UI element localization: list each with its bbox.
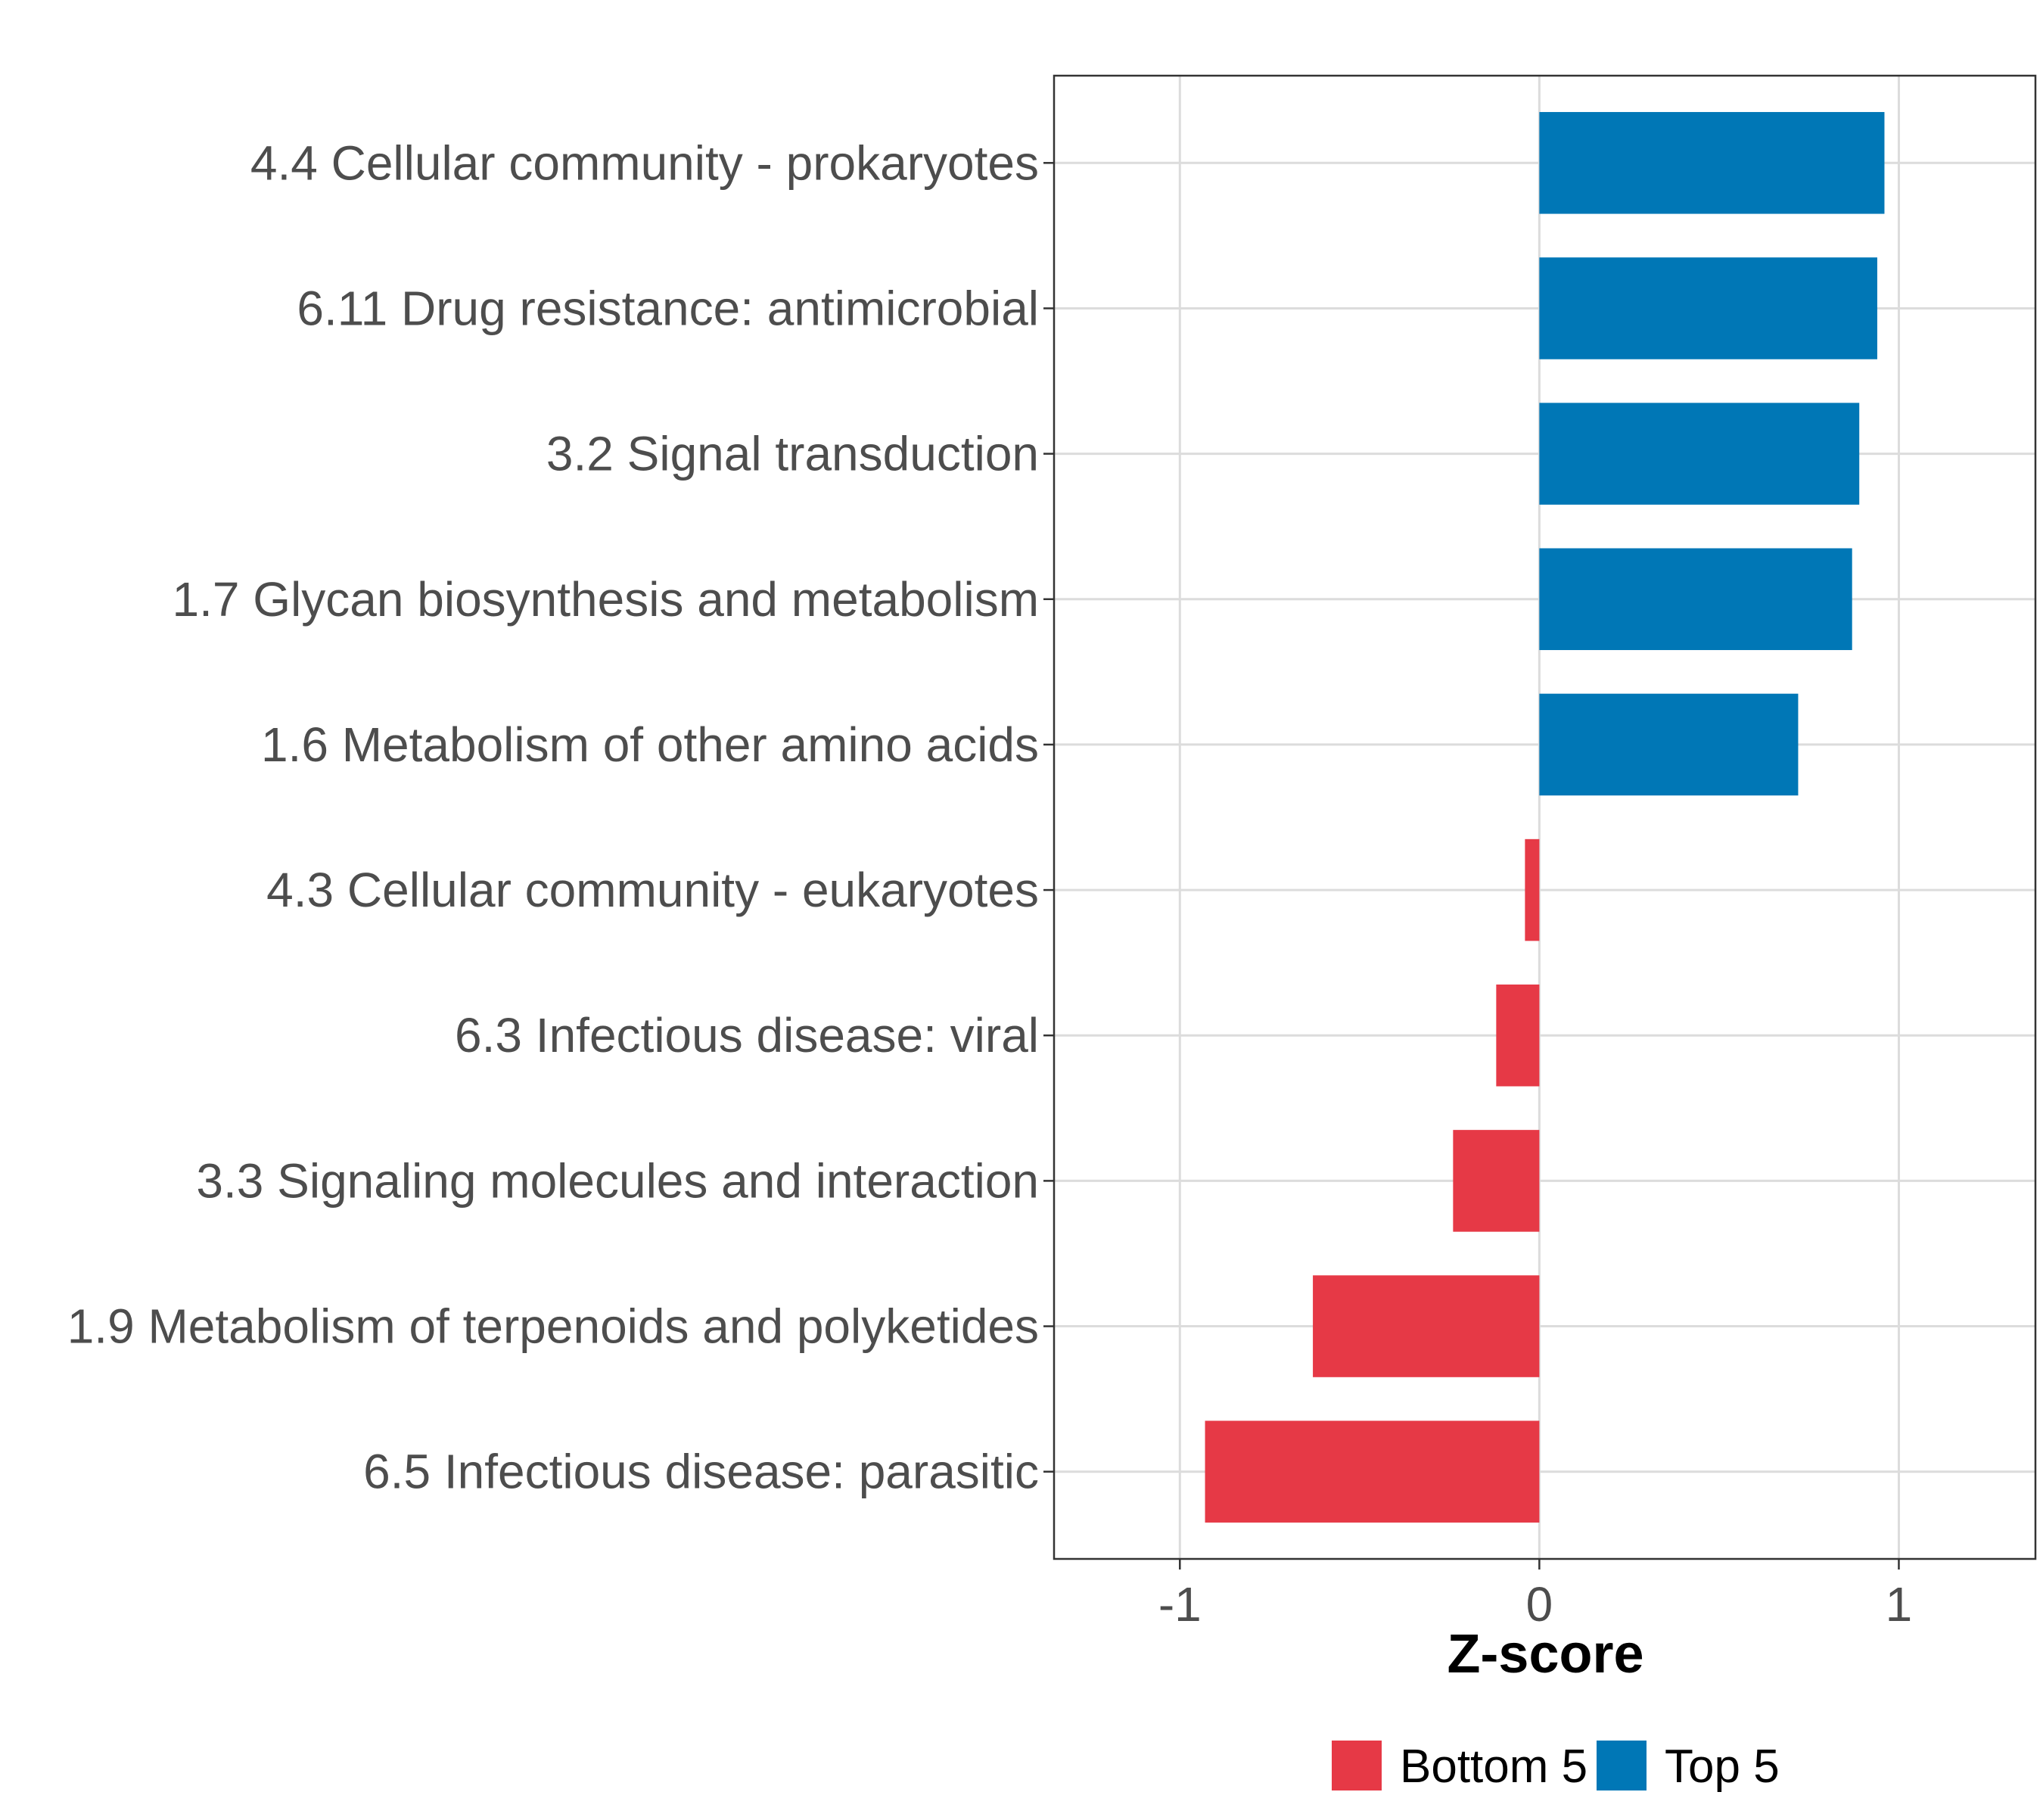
bar — [1539, 112, 1885, 214]
x-tick-label: 1 — [1886, 1577, 1913, 1632]
bar — [1525, 838, 1540, 941]
y-tick-label: 1.6 Metabolism of other amino acids — [261, 717, 1039, 772]
y-tick-label: 6.5 Infectious disease: parasitic — [363, 1445, 1039, 1499]
bar — [1539, 257, 1877, 359]
bar — [1539, 403, 1860, 505]
bar — [1539, 548, 1852, 651]
bar — [1539, 693, 1799, 796]
y-tick-label: 6.3 Infectious disease: viral — [455, 1008, 1039, 1062]
x-tick-label: -1 — [1158, 1577, 1202, 1632]
y-tick-label: 4.4 Cellular community - prokaryotes — [250, 135, 1039, 190]
bar — [1453, 1130, 1540, 1232]
legend-key — [1597, 1741, 1647, 1790]
legend-label: Top 5 — [1665, 1741, 1780, 1793]
y-tick-label: 4.3 Cellular community - eukaryotes — [266, 863, 1039, 917]
y-tick-label: 1.7 Glycan biosynthesis and metabolism — [173, 572, 1039, 627]
x-axis-title: Z-score — [1447, 1624, 1643, 1685]
y-tick-label: 3.3 Signaling molecules and interaction — [196, 1153, 1039, 1208]
bar — [1496, 984, 1540, 1087]
y-tick-label: 1.9 Metabolism of terpenoids and polyket… — [67, 1299, 1039, 1354]
x-tick-label: 0 — [1526, 1577, 1553, 1632]
y-tick-label: 6.11 Drug resistance: antimicrobial — [297, 281, 1039, 335]
bar — [1205, 1420, 1540, 1523]
bar — [1313, 1275, 1540, 1377]
plot-border — [1053, 74, 2037, 1560]
y-tick-label: 3.2 Signal transduction — [546, 427, 1039, 481]
legend-label: Bottom 5 — [1400, 1741, 1587, 1793]
legend-key — [1332, 1741, 1382, 1790]
